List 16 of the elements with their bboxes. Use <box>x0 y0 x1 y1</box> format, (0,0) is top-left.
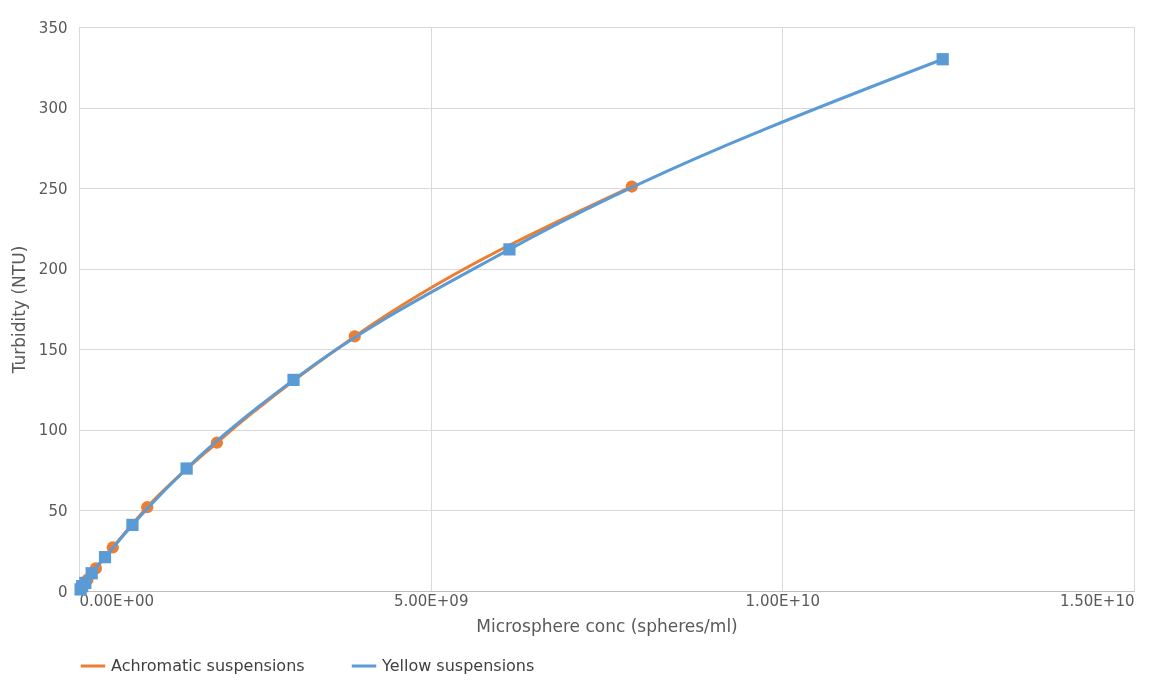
y-tick-label: 350 <box>38 18 68 37</box>
x-tick-label: 5.00E+09 <box>393 591 469 610</box>
x-tick-label: 1.00E+10 <box>745 591 821 610</box>
y-axis-title: Turbidity (NTU) <box>8 245 29 375</box>
y-tick-label: 50 <box>48 501 68 520</box>
y-tick-label: 150 <box>38 340 68 359</box>
legend-label: Yellow suspensions <box>381 656 535 675</box>
y-tick-label: 0 <box>57 582 68 601</box>
y-tick-label: 250 <box>38 179 68 198</box>
y-tick-label: 300 <box>38 99 68 118</box>
y-tick-label: 200 <box>38 260 68 279</box>
y-tick-label: 100 <box>38 421 68 440</box>
x-axis-title: Microsphere conc (spheres/ml) <box>476 615 738 636</box>
x-tick-label: 0.00E+00 <box>79 591 155 610</box>
x-tick-label: 1.50E+10 <box>1059 591 1135 610</box>
legend-label: Achromatic suspensions <box>111 656 305 675</box>
